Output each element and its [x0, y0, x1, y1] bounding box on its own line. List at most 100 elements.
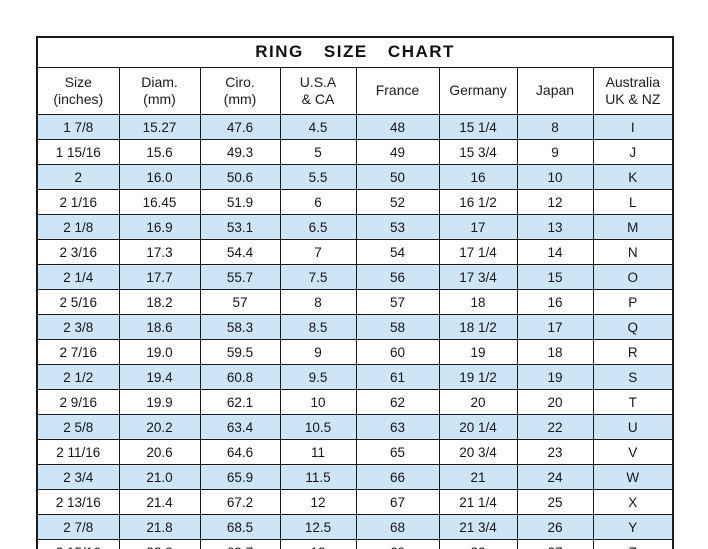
table-cell: 18.2 — [118, 289, 201, 315]
table-row: 2 3/16 17.3 54.4 7 54 17 1/4 14 N — [36, 239, 674, 265]
table-cell: 2 3/8 — [36, 314, 120, 340]
column-header-australia-uk-nz: Australia UK & NZ — [592, 67, 674, 115]
table-row: 2 3/8 18.6 58.3 8.5 58 18 1/2 17 Q — [36, 314, 674, 340]
table-cell: 12.5 — [279, 514, 357, 540]
table-row: 2 5/16 18.2 57 8 57 18 16 P — [36, 289, 674, 315]
table-cell: 1 7/8 — [36, 114, 120, 140]
table-cell: 20 1/4 — [438, 414, 518, 440]
table-row: 2 1/2 19.4 60.8 9.5 61 19 1/2 19 S — [36, 364, 674, 390]
table-row: 2 7/8 21.8 68.5 12.5 68 21 3/4 26 Y — [36, 514, 674, 540]
table-cell: 65 — [355, 439, 440, 465]
table-cell: 22 — [516, 414, 594, 440]
table-cell: 6.5 — [279, 214, 357, 240]
table-cell: 49.3 — [199, 139, 281, 165]
table-cell: 7.5 — [279, 264, 357, 290]
table-cell: 67.2 — [199, 489, 281, 515]
table-cell: K — [592, 164, 674, 190]
header-row: Size (inches) Diam. (mm) Ciro. (mm) U.S.A & CA F… — [36, 67, 674, 115]
table-cell: 18 — [438, 289, 518, 315]
table-row: 2 5/8 20.2 63.4 10.5 63 20 1/4 22 U — [36, 414, 674, 440]
table-cell: Q — [592, 314, 674, 340]
table-cell: 51.9 — [199, 189, 281, 215]
table-row: 2 9/16 19.9 62.1 10 62 20 20 T — [36, 389, 674, 415]
table-cell: 2 1/2 — [36, 364, 120, 390]
table-row: 2 1/4 17.7 55.7 7.5 56 17 3/4 15 O — [36, 264, 674, 290]
table-cell: 17.7 — [118, 264, 201, 290]
column-header-line2: (inches) — [53, 91, 104, 107]
table-cell: 16 1/2 — [438, 189, 518, 215]
table-cell: 58 — [355, 314, 440, 340]
table-cell: 18 — [516, 339, 594, 365]
table-cell: 26 — [516, 514, 594, 540]
table-cell: 54 — [355, 239, 440, 265]
table-cell: 21.0 — [118, 464, 201, 490]
table-cell: 19.4 — [118, 364, 201, 390]
table-cell: 64.6 — [199, 439, 281, 465]
table-cell: 49 — [355, 139, 440, 165]
table-cell: S — [592, 364, 674, 390]
table-cell: 52 — [355, 189, 440, 215]
table-cell: 19 1/2 — [438, 364, 518, 390]
table-cell: 5 — [279, 139, 357, 165]
column-header-line2: (mm) — [143, 91, 176, 107]
column-header-line2: & CA — [301, 91, 335, 107]
table-cell: 1 15/16 — [36, 139, 120, 165]
table-cell: 12 — [279, 489, 357, 515]
table-cell: 21 3/4 — [438, 514, 518, 540]
table-cell: 2 3/4 — [36, 464, 120, 490]
table-cell: 2 15/16 — [36, 539, 120, 549]
table-cell: 20 — [516, 389, 594, 415]
table-cell: 15.27 — [118, 114, 201, 140]
table-cell: 22.2 — [118, 539, 201, 549]
table-cell: 16 — [516, 289, 594, 315]
table-cell: N — [592, 239, 674, 265]
table-cell: 48 — [355, 114, 440, 140]
column-header-line2: UK & NZ — [605, 91, 661, 107]
table-cell: L — [592, 189, 674, 215]
column-header-japan: Japan — [516, 67, 594, 115]
table-cell: 2 5/8 — [36, 414, 120, 440]
table-cell: 20.6 — [118, 439, 201, 465]
table-row: 1 15/16 15.6 49.3 5 49 15 3/4 9 J — [36, 139, 674, 165]
table-cell: 10 — [279, 389, 357, 415]
table-cell: 21 1/4 — [438, 489, 518, 515]
table-cell: 8 — [516, 114, 594, 140]
table-cell: V — [592, 439, 674, 465]
table-cell: 22 — [438, 539, 518, 549]
table-cell: T — [592, 389, 674, 415]
column-header-diam-mm: Diam. (mm) — [118, 67, 201, 115]
table-cell: 21.8 — [118, 514, 201, 540]
table-cell: 4.5 — [279, 114, 357, 140]
table-cell: 19 — [516, 364, 594, 390]
table-cell: 10.5 — [279, 414, 357, 440]
table-cell: 12 — [516, 189, 594, 215]
table-cell: 2 11/16 — [36, 439, 120, 465]
table-cell: 53.1 — [199, 214, 281, 240]
table-cell: 21.4 — [118, 489, 201, 515]
table-cell: 50 — [355, 164, 440, 190]
table-cell: 20.2 — [118, 414, 201, 440]
table-cell: 17 — [438, 214, 518, 240]
table-cell: 19.0 — [118, 339, 201, 365]
table-cell: 60 — [355, 339, 440, 365]
table-cell: 9 — [279, 339, 357, 365]
table-cell: 16.0 — [118, 164, 201, 190]
table-cell: 25 — [516, 489, 594, 515]
table-cell: 2 1/16 — [36, 189, 120, 215]
table-cell: 2 1/8 — [36, 214, 120, 240]
table-cell: 7 — [279, 239, 357, 265]
table-cell: 57 — [199, 289, 281, 315]
table-cell: 13 — [516, 214, 594, 240]
table-cell: 58.3 — [199, 314, 281, 340]
column-header-line1: U.S.A — [299, 73, 337, 90]
table-cell: 2 3/16 — [36, 239, 120, 265]
chart-title: RING SIZE CHART — [36, 36, 674, 68]
table-cell: 19 — [438, 339, 518, 365]
table-cell: 17.3 — [118, 239, 201, 265]
table-cell: 65.9 — [199, 464, 281, 490]
table-cell: 10 — [516, 164, 594, 190]
table-row: 2 1/16 16.45 51.9 6 52 16 1/2 12 L — [36, 189, 674, 215]
table-cell: 16.45 — [118, 189, 201, 215]
title-row: RING SIZE CHART — [36, 36, 674, 68]
